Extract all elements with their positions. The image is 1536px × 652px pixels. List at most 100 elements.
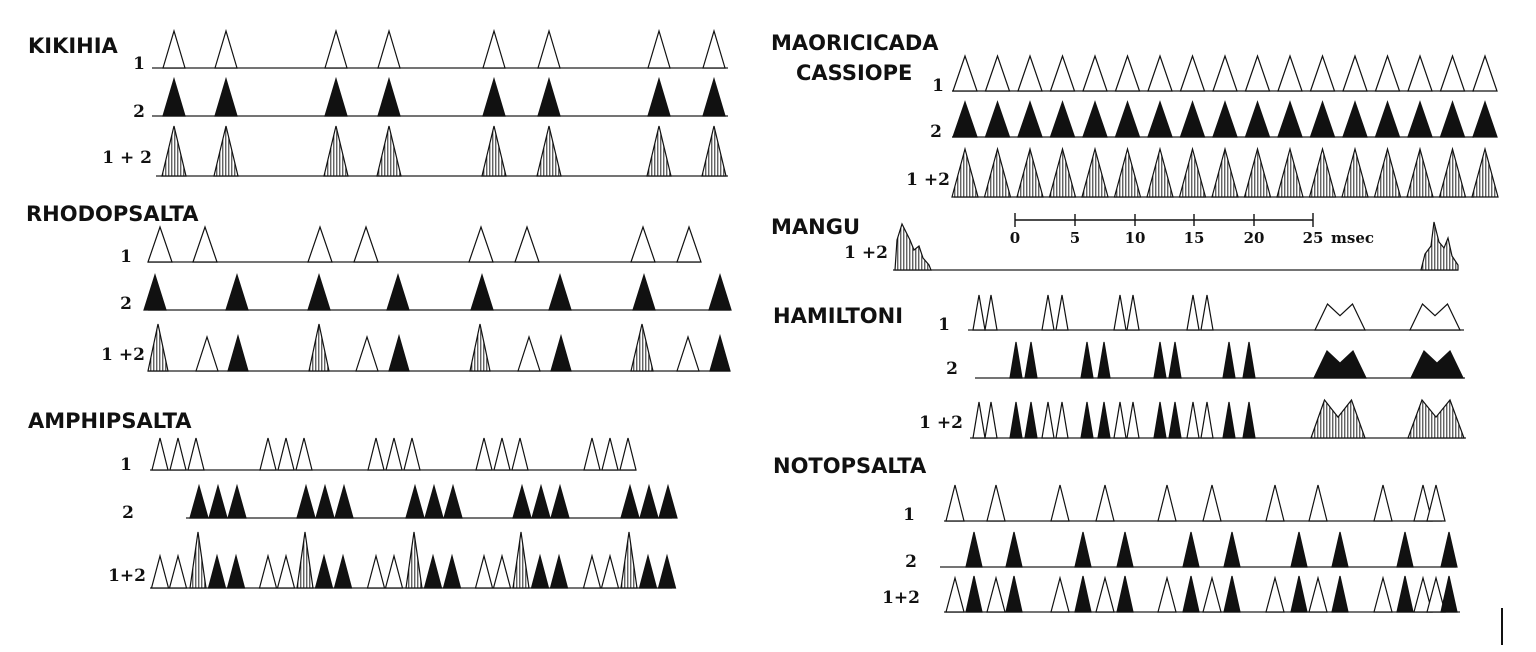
amphipsalta-row2-pulse-5 xyxy=(315,483,335,519)
amphipsalta-row2-pulse-8 xyxy=(424,483,444,519)
hamiltoni-row1-pulse-9 xyxy=(1314,303,1366,331)
kikihia-row2-pulse-3 xyxy=(324,76,348,117)
kikihia-row1-pulse-1 xyxy=(162,28,186,69)
notopsalta-row3-pulse-18 xyxy=(1290,575,1308,613)
amphipsalta-row3-pulse-13 xyxy=(405,531,423,589)
rhodopsalta-row1-pulse-5 xyxy=(468,225,494,263)
hamiltoni-row1-pulse-3 xyxy=(1041,294,1055,331)
maoricicada-row1-pulse-3 xyxy=(1017,54,1043,92)
hamiltoni-row2-pulse-6 xyxy=(1168,341,1182,379)
maoricicada-row2-pulse-17 xyxy=(1472,100,1498,138)
scale-label-15: 15 xyxy=(1184,229,1205,247)
maoricicada-row2-pulse-10 xyxy=(1244,100,1271,138)
hamiltoni-row3-pulse-13 xyxy=(1153,401,1167,439)
maoricicada-row2-pulse-5 xyxy=(1082,100,1108,138)
notopsalta-row1-pulse-2 xyxy=(986,484,1006,522)
hamiltoni-row3-pulse-1 xyxy=(972,401,986,439)
maoricicada-row2-label: 2 xyxy=(930,122,942,142)
maoricicada-row1-pulse-4 xyxy=(1049,54,1076,92)
mangu-title: MANGU xyxy=(771,215,860,239)
amphipsalta-row1-pulse-11 xyxy=(493,437,511,471)
hamiltoni-row3-pulse-12 xyxy=(1097,401,1111,439)
notopsalta-row1-pulse-1 xyxy=(945,484,965,522)
kikihia-row2-pulse-5 xyxy=(482,76,506,117)
notopsalta-row1-pulse-11 xyxy=(1426,484,1446,522)
amphipsalta-row3-pulse-12 xyxy=(384,553,404,589)
kikihia-row1-label: 1 xyxy=(133,54,145,74)
rhodopsalta-row1-pulse-2 xyxy=(192,225,218,263)
amphipsalta-row3-pulse-15 xyxy=(442,553,462,589)
notopsalta-row3-pulse-16 xyxy=(1182,575,1200,613)
rhodopsalta-row2-pulse-7 xyxy=(632,272,656,311)
rhodopsalta-row3-pulse-4 xyxy=(308,323,330,372)
hamiltoni-row1-pulse-1 xyxy=(972,294,986,331)
notopsalta-row3-pulse-21 xyxy=(1440,575,1458,613)
maoricicada-row3-pulse-15 xyxy=(1406,146,1434,198)
amphipsalta-row3-pulse-8 xyxy=(296,531,314,589)
hamiltoni-row2-pulse-2 xyxy=(1024,341,1038,379)
notopsalta-row2-pulse-10 xyxy=(1440,531,1458,568)
notopsalta-row3-pulse-10 xyxy=(1413,575,1433,613)
amphipsalta-row2-pulse-4 xyxy=(296,483,316,519)
maoricicada-row2-pulse-14 xyxy=(1374,100,1401,138)
hamiltoni-row3-pulse-16 xyxy=(1242,401,1256,439)
notopsalta-row3-pulse-14 xyxy=(1074,575,1092,613)
amphipsalta-row1-pulse-5 xyxy=(277,437,295,471)
amphipsalta-row3-pulse-1 xyxy=(150,553,170,589)
amphipsalta-row3-pulse-18 xyxy=(512,531,530,589)
amphipsalta-row2-label: 2 xyxy=(122,503,134,523)
maoricicada-row2-pulse-15 xyxy=(1407,100,1433,138)
maoricicada-row1-pulse-7 xyxy=(1147,54,1173,92)
hamiltoni-row3-pulse-11 xyxy=(1080,401,1094,439)
amphipsalta-row2-pulse-15 xyxy=(658,483,678,519)
hamiltoni-row2-pulse-10 xyxy=(1410,350,1464,379)
notopsalta-row1-label: 1 xyxy=(903,505,915,525)
maoricicada-row2-pulse-3 xyxy=(1017,100,1043,138)
maoricicada-row1-pulse-15 xyxy=(1407,54,1433,92)
mangu-pulse-1 xyxy=(894,222,932,271)
maoricicada-row2-pulse-8 xyxy=(1179,100,1206,138)
scale-label-25: 25 xyxy=(1303,229,1324,247)
amphipsalta-row1-pulse-1 xyxy=(151,437,169,471)
notopsalta-row3-pulse-15 xyxy=(1116,575,1134,613)
amphipsalta-row3-pulse-3 xyxy=(189,531,207,589)
kikihia-row2-pulse-2 xyxy=(214,76,238,117)
kikihia-row1-pulse-8 xyxy=(702,28,726,69)
hamiltoni-row2-pulse-1 xyxy=(1009,341,1023,379)
maoricicada-row1-label: 1 xyxy=(932,76,944,96)
rhodopsalta-row3-pulse-2 xyxy=(195,335,219,372)
scale-unit: msec xyxy=(1331,229,1374,247)
maoricicada-row2-pulse-7 xyxy=(1147,100,1173,138)
amphipsalta-row3-pulse-22 xyxy=(600,553,620,589)
maoricicada-row2-pulse-12 xyxy=(1309,100,1336,138)
maoricicada-row1-pulse-6 xyxy=(1114,54,1141,92)
amphipsalta-row1-pulse-8 xyxy=(385,437,403,471)
maoricicada-row3-pulse-1 xyxy=(951,146,979,198)
kikihia-row2-pulse-8 xyxy=(702,76,726,117)
rhodopsalta-row2-pulse-2 xyxy=(225,272,249,311)
maoricicada-row1-pulse-5 xyxy=(1082,54,1108,92)
rhodopsalta-row1-label: 1 xyxy=(120,247,132,267)
maoricicada-row3-pulse-16 xyxy=(1438,146,1467,198)
hamiltoni-row3-pulse-8 xyxy=(1200,401,1214,439)
hamiltoni-row2-pulse-4 xyxy=(1097,341,1111,379)
amphipsalta-row3-pulse-7 xyxy=(276,553,296,589)
amphipsalta-row2-pulse-9 xyxy=(443,483,463,519)
maoricicada-title-line2: CASSIOPE xyxy=(796,61,912,85)
notopsalta-row2-pulse-7 xyxy=(1290,531,1308,568)
rhodopsalta-row2-pulse-3 xyxy=(307,272,331,311)
maoricicada-row1-pulse-2 xyxy=(984,54,1011,92)
kikihia-row1-pulse-5 xyxy=(482,28,506,69)
amphipsalta-row1-pulse-4 xyxy=(259,437,277,471)
hamiltoni-row1-pulse-5 xyxy=(1113,294,1127,331)
maoricicada-row1-pulse-8 xyxy=(1179,54,1206,92)
amphipsalta-row2-pulse-13 xyxy=(620,483,640,519)
maoricicada-row3-label: 1 +2 xyxy=(906,170,950,190)
rhodopsalta-row1-pulse-3 xyxy=(307,225,333,263)
rhodopsalta-row2-pulse-8 xyxy=(708,272,732,311)
maoricicada-row2-pulse-13 xyxy=(1342,100,1368,138)
notopsalta-row2-pulse-2 xyxy=(1005,531,1023,568)
notopsalta-row3-pulse-12 xyxy=(965,575,983,613)
amphipsalta-row3-pulse-21 xyxy=(582,553,602,589)
rhodopsalta-row2-pulse-4 xyxy=(386,272,410,311)
